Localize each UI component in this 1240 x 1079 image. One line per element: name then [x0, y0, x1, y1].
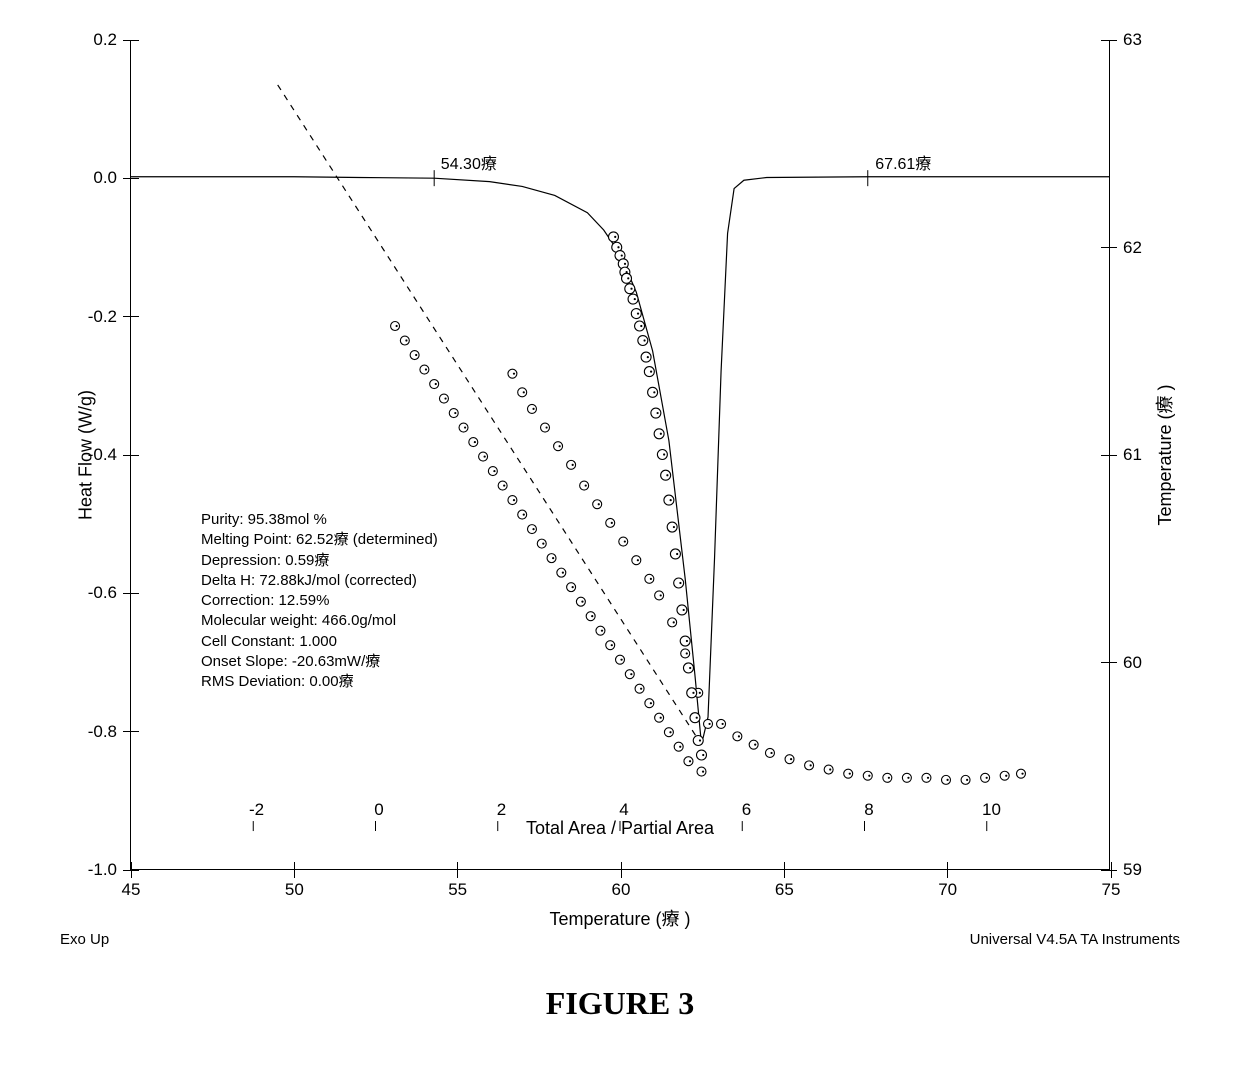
x-top-axis-label: Total Area / Partial Area [526, 818, 714, 839]
y-right-axis-label: Temperature (療 ) [1151, 384, 1177, 525]
peak-label-2: 67.61療 [875, 150, 931, 174]
figure-caption: FIGURE 3 [0, 985, 1240, 1022]
analysis-annotations: Purity: 95.38mol %Melting Point: 62.52療 … [201, 510, 438, 692]
software-label: Universal V4.5A TA Instruments [970, 931, 1180, 948]
x-bottom-axis-label: Temperature (療 ) [549, 905, 690, 931]
chart-svg [131, 40, 1109, 869]
peak-label-1: 54.30療 [441, 150, 497, 174]
exo-up-label: Exo Up [60, 931, 109, 948]
figure-container: Heat Flow (W/g) Temperature (療 ) Tempera… [60, 30, 1180, 950]
plot-area: Heat Flow (W/g) Temperature (療 ) Tempera… [130, 40, 1110, 870]
